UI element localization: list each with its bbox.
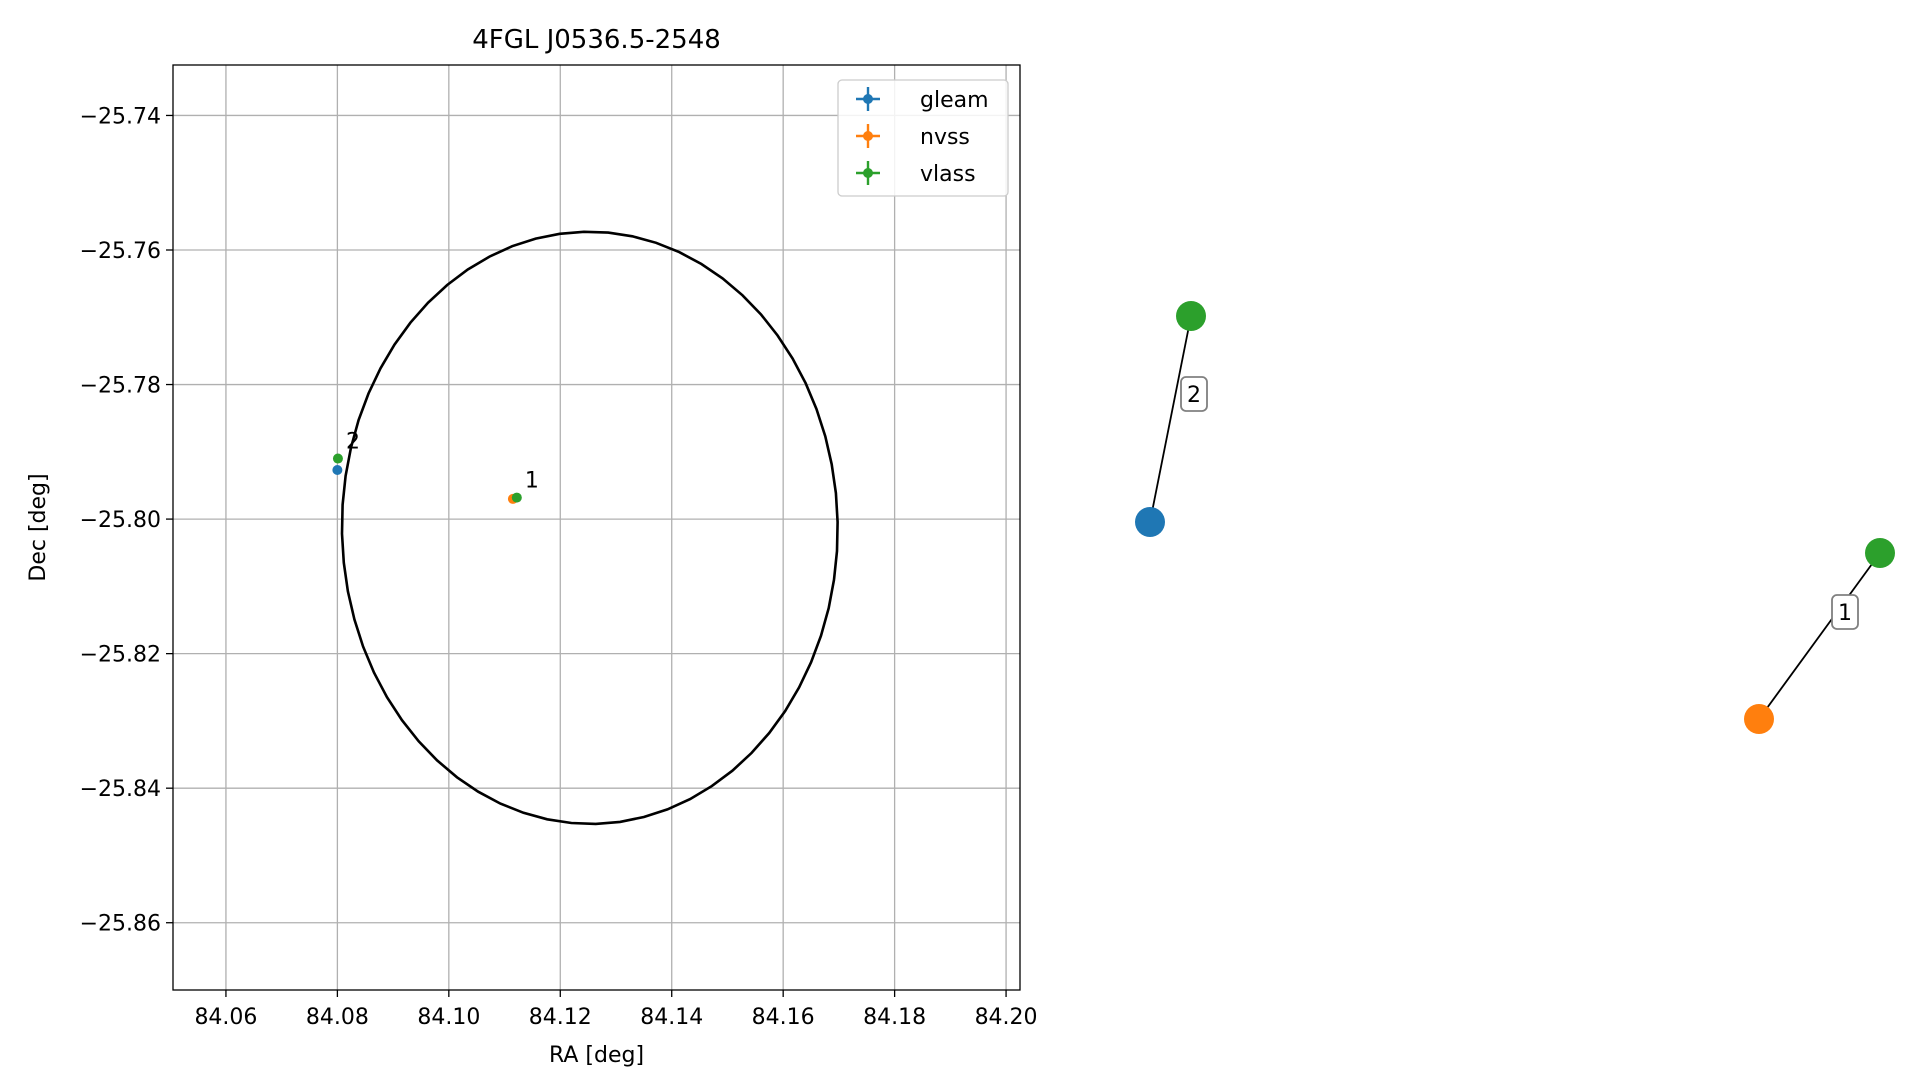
grid: [173, 65, 1020, 990]
x-tick-label: 84.08: [306, 1005, 369, 1030]
axes-frame: [172, 64, 1021, 991]
scatter-plot: 12 84.06 84.08 84.10 84.12 84.14 84.16 84.18 84…: [26, 25, 1038, 1068]
x-tick-label: 84.06: [194, 1005, 257, 1030]
data-point-vlass: [332, 453, 343, 464]
x-tick-label: 84.12: [529, 1005, 592, 1030]
graph-node: [1865, 538, 1895, 568]
edge-label: 1: [1831, 594, 1859, 630]
x-tick-label: 84.18: [863, 1005, 926, 1030]
chart-title: 4FGL J0536.5-2548: [472, 25, 721, 55]
point-annotation: 2: [346, 430, 360, 455]
y-tick-label: −25.80: [80, 508, 161, 533]
point-annotation: 1: [525, 469, 539, 494]
legend-item-vlass: vlass: [856, 161, 976, 187]
graph-node: [1176, 301, 1206, 331]
y-tick-label: −25.82: [80, 643, 161, 668]
legend-marker-dot: [863, 94, 873, 104]
y-tick-label: −25.78: [80, 374, 161, 399]
x-tick-label: 84.16: [752, 1005, 815, 1030]
graph-edge: [1149, 315, 1192, 523]
annotations-layer: 12: [346, 430, 539, 494]
x-tick-label: 84.20: [975, 1005, 1038, 1030]
y-tick-label: −25.86: [80, 912, 161, 937]
edge-label-box: [1831, 594, 1859, 630]
edge-label: 2: [1180, 376, 1208, 412]
data-point-gleam: [332, 464, 343, 475]
graph-node: [1744, 704, 1774, 734]
graph-node: [1135, 507, 1165, 537]
y-tick-label: −25.84: [80, 777, 161, 802]
x-tick-label: 84.14: [640, 1005, 703, 1030]
legend-item-nvss: nvss: [856, 124, 970, 150]
legend-box: [837, 79, 1009, 197]
legend-label: gleam: [920, 88, 989, 113]
edge-label-text: 2: [1187, 383, 1201, 408]
points-layer: [332, 453, 522, 504]
network-graph: 21: [1135, 301, 1895, 734]
x-axis-label: RA [deg]: [549, 1043, 644, 1068]
ellipse-layer: [340, 230, 839, 826]
data-point-vlass: [511, 492, 522, 503]
y-tick-label: −25.74: [80, 104, 161, 129]
legend-label: nvss: [920, 125, 970, 150]
legend-item-gleam: gleam: [856, 87, 989, 113]
legend-label: vlass: [920, 162, 976, 187]
localization-ellipse: [340, 230, 839, 826]
legend: gleam nvss vlass: [837, 79, 1009, 197]
y-ticks: −25.74 −25.76 −25.78 −25.80 −25.82 −25.84 −25.…: [80, 104, 173, 937]
graph-edge: [1758, 552, 1881, 720]
edge-label-box: [1180, 376, 1208, 412]
y-tick-label: −25.76: [80, 239, 161, 264]
y-axis-label: Dec [deg]: [26, 473, 51, 581]
legend-marker-dot: [863, 168, 873, 178]
x-tick-label: 84.10: [417, 1005, 480, 1030]
x-ticks: 84.06 84.08 84.10 84.12 84.14 84.16 84.18 84.20: [194, 990, 1038, 1030]
edge-label-text: 1: [1838, 601, 1852, 626]
legend-marker-dot: [863, 131, 873, 141]
